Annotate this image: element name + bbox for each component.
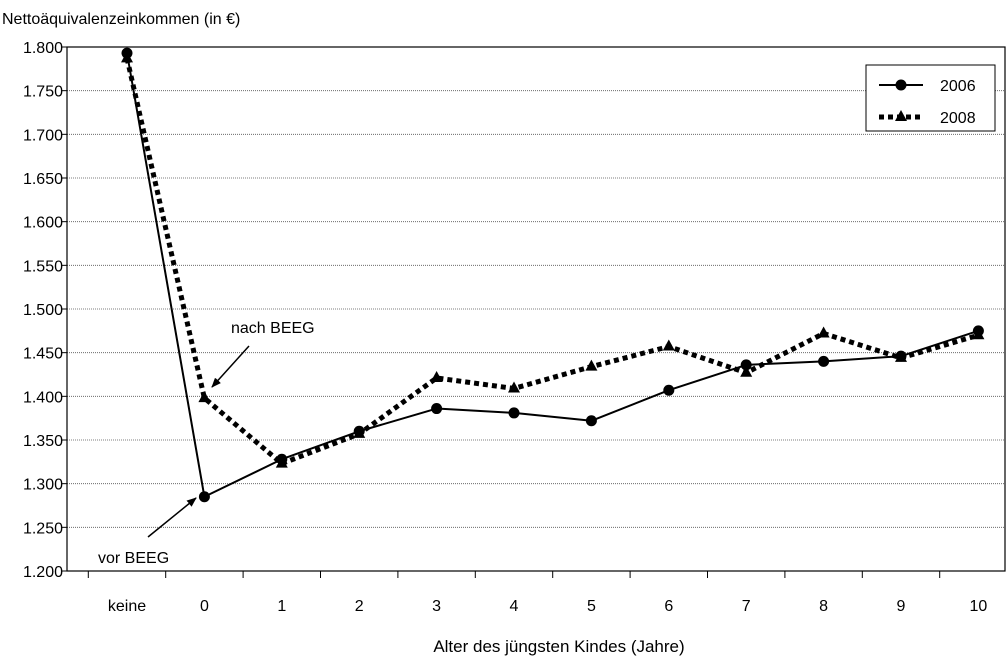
legend-box [865,64,996,132]
plot-frame [66,46,1006,572]
series-markers [121,47,985,503]
data-point-2008 [430,370,443,382]
y-tick-label: 1.200 [23,564,63,581]
data-point-2008 [121,51,133,63]
data-point-2008 [972,328,985,340]
y-tick-label: 1.700 [23,127,63,144]
y-tick-label: 1.550 [23,258,63,275]
x-tick-labels: keine 0 1 2 3 4 5 6 7 8 9 10 [108,598,988,615]
annotation-arrow-vor-beeg [147,497,197,538]
data-point-2008 [895,350,907,362]
x-axis-label: Alter des jüngsten Kindes (Jahre) [433,637,684,656]
y-tick-label: 1.400 [23,389,63,406]
series-line-2006 [126,52,979,498]
y-tick-label: 1.650 [23,171,63,188]
x-tick-label: 9 [897,598,906,615]
x-tick-label: 1 [277,598,286,615]
data-point-2006 [431,403,443,415]
x-tick-label: 7 [742,598,751,615]
data-point-2008 [198,391,211,403]
data-point-2008 [662,339,675,351]
annotation-arrow-nach-beeg [211,345,250,388]
legend-label-2006: 2006 [940,78,976,95]
data-point-2008 [508,381,520,393]
x-tick-label: 0 [200,598,209,615]
legend: 2006 2008 [865,64,996,132]
data-point-2008 [817,326,830,338]
data-point-2008 [585,359,598,371]
x-tick-label: 5 [587,598,596,615]
y-tick-label: 1.500 [23,302,63,319]
data-point-2006 [585,415,597,427]
y-tick-label: 1.800 [23,40,63,57]
x-tick-label: 2 [355,598,364,615]
annotations: nach BEEG vor BEEG [98,320,315,567]
y-tick-label: 1.450 [23,346,63,363]
legend-marker-2006 [895,79,907,91]
axes [62,46,1006,578]
y-tick-label: 1.350 [23,433,63,450]
data-point-2008 [740,365,753,377]
x-tick-label: 3 [432,598,441,615]
x-tick-label: 4 [510,598,519,615]
data-point-2006 [663,384,675,396]
data-point-2006 [198,491,210,503]
x-tick-label: keine [108,598,146,615]
gridlines [67,46,1005,528]
y-tick-labels: 1.200 1.250 1.300 1.350 1.400 1.450 1.500 1.550… [23,40,63,581]
annotation-nach-beeg: nach BEEG [231,320,315,337]
annotation-vor-beeg: vor BEEG [98,550,169,567]
chart-title: Nettoäquivalenzeinkommen (in €) [2,11,240,28]
legend-label-2008: 2008 [940,110,976,127]
y-tick-label: 1.300 [23,477,63,494]
series-lines [124,52,980,498]
y-tick-label: 1.250 [23,520,63,537]
y-tick-label: 1.750 [23,84,63,101]
data-point-2008 [275,456,288,468]
x-tick-label: 6 [664,598,673,615]
data-point-2006 [740,359,752,371]
y-tick-label: 1.600 [23,215,63,232]
legend-marker-2008 [895,110,907,121]
data-point-2008 [353,426,366,438]
x-tick-label: 10 [970,598,988,615]
data-point-2006 [818,355,830,367]
series-line-2008 [124,57,980,467]
data-point-2006 [508,407,520,419]
x-tick-label: 8 [819,598,828,615]
